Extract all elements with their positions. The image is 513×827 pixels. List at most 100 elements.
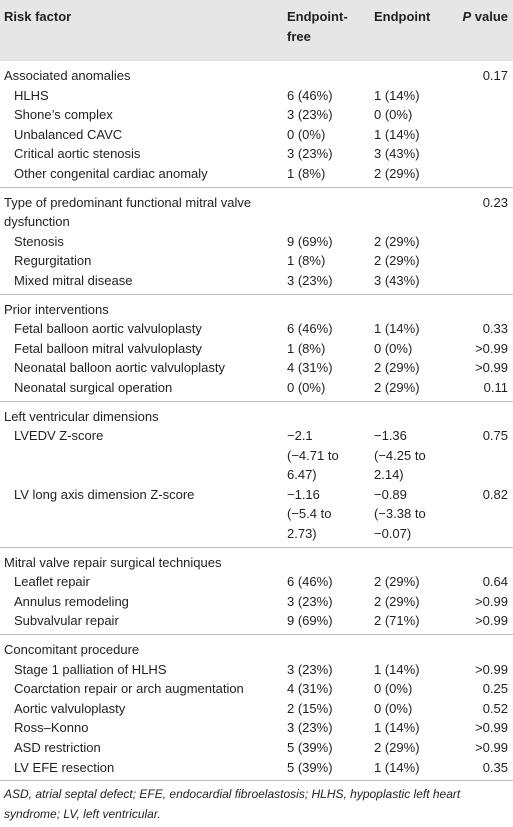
cell <box>287 401 374 426</box>
endpoint-free: −2.1 (−4.71 to 6.47) <box>287 428 339 483</box>
factor: Unbalanced CAVC <box>14 126 123 142</box>
header-cell: P value <box>462 9 508 24</box>
p-value <box>461 270 513 295</box>
endpoint-free: 9 (69%) <box>287 611 374 636</box>
endpoint: 2 (29%) <box>374 574 420 590</box>
endpoint-free: −1.16 (−5.4 to 2.73) <box>287 484 374 548</box>
header-cell: Endpoint <box>374 9 431 24</box>
factor: Coarctation repair or arch augmentation <box>14 681 244 697</box>
endpoint: 2 (29%) <box>374 593 420 609</box>
p-value: 0.11 <box>461 377 513 402</box>
section-title: Prior interventions <box>4 301 109 317</box>
endpoint-free: 6 (46%) <box>287 321 333 337</box>
endpoint: 1 (14%) <box>374 87 420 103</box>
factor: Critical aortic stenosis <box>14 146 141 162</box>
p-value <box>461 105 513 125</box>
header-cell: Risk factor <box>4 9 72 24</box>
cell <box>287 635 374 660</box>
footnote: ASD, atrial septal defect; EFE, endocard… <box>4 787 461 822</box>
endpoint: 2 (29%) <box>374 740 420 755</box>
factor: ASD restriction <box>14 740 101 755</box>
endpoint-free: 0 (0%) <box>287 126 326 142</box>
factor: Stage 1 palliation of HLHS <box>14 661 167 677</box>
cell <box>374 187 461 232</box>
endpoint: −0.89 (−3.38 to −0.07) <box>374 484 461 548</box>
endpoint: 1 (14%) <box>374 321 420 337</box>
endpoint-free: 1 (8%) <box>287 163 374 188</box>
endpoint: 3 (43%) <box>374 270 461 295</box>
risk-table: Risk factor Endpoint-free Endpoint P val… <box>0 0 513 782</box>
section-row: Prior interventions <box>0 294 513 319</box>
endpoint-free: 5 (39%) <box>287 757 374 782</box>
endpoint: 2 (29%) <box>374 233 420 249</box>
endpoint-free: 3 (23%) <box>287 107 333 123</box>
factor: Shone’s complex <box>14 107 113 123</box>
p-value <box>461 125 513 145</box>
section-row: Mitral valve repair surgical techniques <box>0 547 513 572</box>
endpoint-free: 6 (46%) <box>287 87 333 103</box>
factor: Ross–Konno <box>14 720 89 736</box>
endpoint: 1 (14%) <box>374 661 420 677</box>
factor: HLHS <box>14 87 49 103</box>
p-value <box>461 232 513 252</box>
p-value: >0.99 <box>475 720 508 736</box>
data-row: Fetal balloon mitral valvuloplasty 1 (8%)… <box>0 339 513 359</box>
p-value: 0.35 <box>461 757 513 782</box>
endpoint-free: 4 (31%) <box>287 681 333 697</box>
p-value: 0.75 <box>482 428 508 444</box>
p-value: >0.99 <box>475 593 508 609</box>
section-title: Mitral valve repair surgical techniques <box>4 554 222 570</box>
header-row: Risk factor Endpoint-free Endpoint P val… <box>0 0 513 61</box>
data-row: Aortic valvuloplasty 2 (15%) 0 (0%) 0.52 <box>0 699 513 719</box>
section-title: Left ventricular dimensions <box>4 408 159 424</box>
endpoint-free: 3 (23%) <box>287 146 333 162</box>
endpoint-free: 4 (31%) <box>287 360 333 376</box>
p-value <box>461 401 513 426</box>
factor: Regurgitation <box>14 253 92 269</box>
data-row: Subvalvular repair 9 (69%) 2 (71%) >0.99 <box>0 611 513 636</box>
endpoint: 0 (0%) <box>374 681 413 697</box>
factor: Annulus remodeling <box>14 593 129 609</box>
factor: Fetal balloon aortic valvuloplasty <box>14 321 202 337</box>
p-value: 0.33 <box>482 321 508 337</box>
data-row: LVEDV Z-score −2.1 (−4.71 to 6.47) −1.36 (… <box>0 426 513 485</box>
data-row: Leaflet repair 6 (46%) 2 (29%) 0.64 <box>0 572 513 592</box>
endpoint: 0 (0%) <box>374 340 413 356</box>
data-row: Stenosis 9 (69%) 2 (29%) <box>0 232 513 252</box>
p-value <box>461 144 513 164</box>
data-row: Other congenital cardiac anomaly 1 (8%) 2 … <box>0 163 513 188</box>
factor: LV long axis dimension Z-score <box>0 484 287 548</box>
section-row: Left ventricular dimensions <box>0 401 513 426</box>
p-value: 0.25 <box>482 681 508 697</box>
cell <box>374 635 461 660</box>
cell <box>287 547 374 572</box>
p-value: >0.99 <box>475 340 508 356</box>
cell <box>374 401 461 426</box>
data-row: HLHS 6 (46%) 1 (14%) <box>0 86 513 106</box>
cell <box>287 187 374 232</box>
endpoint-free: 0 (0%) <box>287 377 374 402</box>
endpoint-free: 3 (23%) <box>287 720 333 736</box>
p-value <box>461 547 513 572</box>
p-value: 0.64 <box>482 574 508 590</box>
p-value: >0.99 <box>475 740 508 755</box>
p-value <box>461 635 513 660</box>
endpoint: 2 (29%) <box>374 253 420 269</box>
data-row: Ross–Konno 3 (23%) 1 (14%) >0.99 <box>0 718 513 738</box>
factor: Leaflet repair <box>14 574 90 590</box>
p-value: 0.23 <box>482 194 508 210</box>
section-row: Type of predominant functional mitral va… <box>0 187 513 232</box>
endpoint-free: 1 (8%) <box>287 340 326 356</box>
endpoint: −1.36 (−4.25 to 2.14) <box>374 428 426 483</box>
cell <box>374 61 461 86</box>
data-row: Stage 1 palliation of HLHS 3 (23%) 1 (14%)… <box>0 660 513 680</box>
data-row: LV EFE resection 5 (39%) 1 (14%) 0.35 <box>0 757 513 782</box>
factor: Neonatal balloon aortic valvuloplasty <box>14 360 226 376</box>
factor: Fetal balloon mitral valvuloplasty <box>14 340 202 356</box>
data-row: ASD restriction 5 (39%) 2 (29%) >0.99 <box>0 738 513 758</box>
cell <box>287 294 374 319</box>
endpoint-free: 1 (8%) <box>287 253 326 269</box>
p-value <box>461 86 513 106</box>
endpoint: 2 (29%) <box>374 360 420 376</box>
cell <box>374 294 461 319</box>
